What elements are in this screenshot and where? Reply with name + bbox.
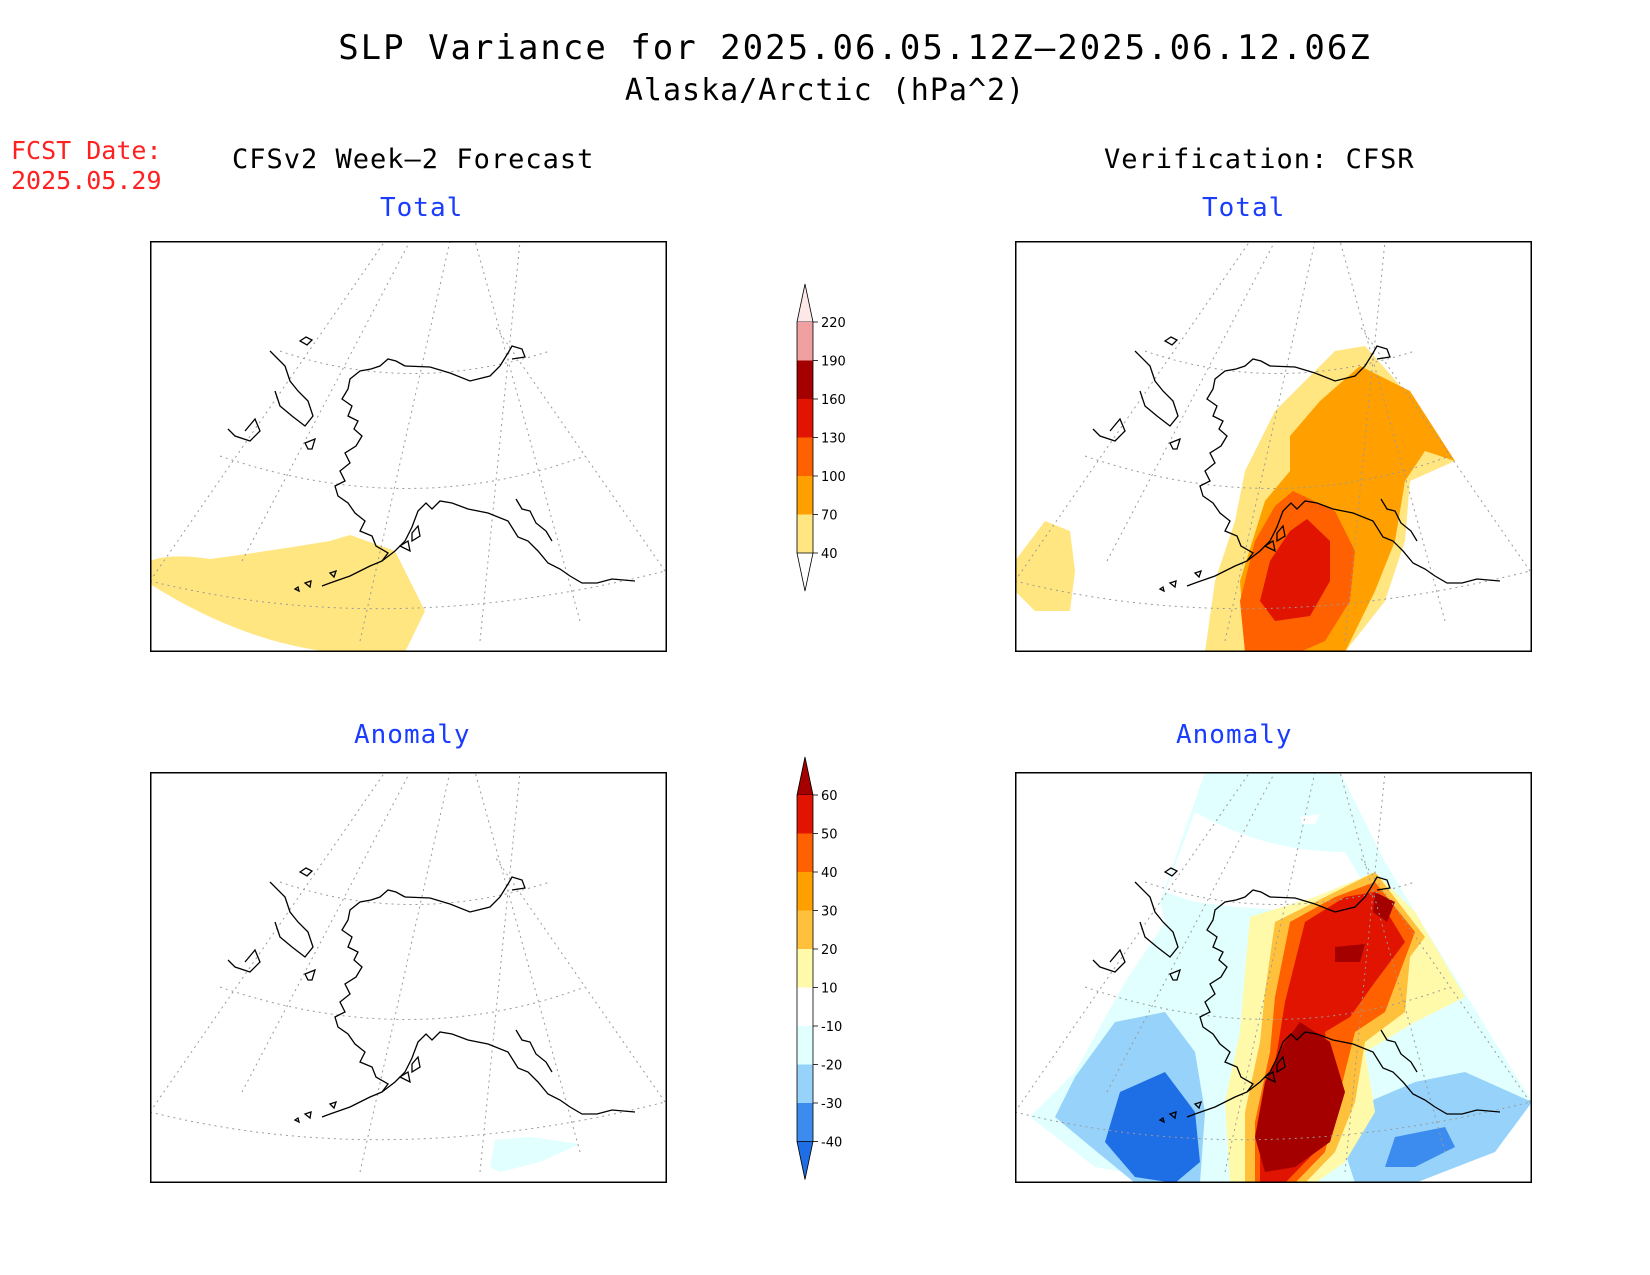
plot-subtitle: Alaska/Arctic (hPa^2): [624, 73, 1026, 108]
anomaly-colorbar-tick-label: -20: [821, 1059, 842, 1074]
anomaly-shading: [1300, 814, 1320, 824]
anomaly-colorbar-segment: [796, 1141, 814, 1180]
verification-total-title: Total: [1202, 193, 1286, 223]
forecast-date: FCST Date: 2025.05.29: [11, 136, 162, 196]
forecast-column-heading: CFSv2 Week–2 Forecast: [232, 144, 595, 175]
anomaly-colorbar-tick-label: -40: [821, 1136, 842, 1151]
total-colorbar-tick-label: 100: [821, 470, 846, 485]
anomaly-shading: [1105, 1072, 1200, 1183]
total-colorbar-segment: [797, 399, 813, 438]
anomaly-colorbar-segment: [797, 872, 813, 911]
anomaly-colorbar-segment: [797, 1026, 813, 1065]
total-colorbar-segment: [797, 514, 813, 553]
variance-shading: [150, 535, 425, 652]
total-colorbar-segment: [797, 437, 813, 476]
forecast-anomaly-map: [150, 772, 667, 1183]
map-frame: [150, 241, 667, 652]
map-frame: [150, 772, 667, 1183]
forecast-date-label: FCST Date:: [11, 136, 162, 165]
anomaly-colorbar: -40 -30 -20 -10 10 20 30 40 50 60: [796, 756, 842, 1180]
anomaly-colorbar-segment: [797, 949, 813, 988]
anomaly-shading: [1335, 944, 1365, 962]
anomaly-colorbar-tick-label: 30: [821, 905, 838, 920]
total-colorbar: 40 70 100 130 160 190 220: [796, 283, 846, 592]
total-colorbar-segment: [797, 476, 813, 515]
total-colorbar-segment: [796, 283, 814, 323]
anomaly-colorbar-segment: [797, 1103, 813, 1142]
anomaly-shading: [1165, 812, 1375, 912]
forecast-total-map: [150, 241, 667, 652]
forecast-anomaly-title: Anomaly: [354, 720, 471, 750]
plot-title: SLP Variance for 2025.06.05.12Z–2025.06.…: [338, 28, 1372, 68]
total-colorbar-tick-label: 160: [821, 393, 846, 408]
anomaly-shading: [1255, 1022, 1345, 1172]
anomaly-colorbar-tick-label: 50: [821, 828, 838, 843]
anomaly-colorbar-tick-label: 60: [821, 789, 838, 804]
anomaly-colorbar-tick-label: -10: [821, 1020, 842, 1035]
anomaly-shading: [1385, 1127, 1455, 1167]
verification-column-heading: Verification: CFSR: [1104, 144, 1415, 175]
verification-total-map: [1015, 241, 1532, 652]
map-frame: [1015, 772, 1532, 1183]
variance-shading: [1015, 521, 1075, 611]
total-colorbar-tick-label: 70: [821, 509, 838, 524]
total-colorbar-segment: [797, 360, 813, 399]
anomaly-colorbar-tick-label: -30: [821, 1097, 842, 1112]
verification-anomaly-title: Anomaly: [1176, 720, 1293, 750]
anomaly-colorbar-tick-label: 40: [821, 866, 838, 881]
total-colorbar-tick-label: 40: [821, 547, 838, 562]
anomaly-colorbar-segment: [796, 756, 814, 796]
anomaly-colorbar-tick-label: 10: [821, 982, 838, 997]
anomaly-colorbar-segment: [797, 833, 813, 872]
total-colorbar-segment: [797, 322, 813, 361]
anomaly-shading: [490, 1137, 580, 1172]
map-frame: [1015, 241, 1532, 652]
variance-shading: [1260, 519, 1330, 621]
anomaly-colorbar-segment: [797, 910, 813, 949]
anomaly-colorbar-tick-label: 20: [821, 943, 838, 958]
anomaly-colorbar-segment: [797, 795, 813, 834]
total-colorbar-tick-label: 220: [821, 316, 846, 331]
forecast-date-value: 2025.05.29: [11, 166, 162, 195]
anomaly-colorbar-segment: [797, 987, 813, 1026]
total-colorbar-segment: [796, 552, 814, 592]
total-colorbar-tick-label: 190: [821, 355, 846, 370]
verification-anomaly-map: [1015, 772, 1532, 1183]
anomaly-colorbar-segment: [797, 1064, 813, 1103]
forecast-total-title: Total: [380, 193, 464, 223]
total-colorbar-tick-label: 130: [821, 432, 846, 447]
